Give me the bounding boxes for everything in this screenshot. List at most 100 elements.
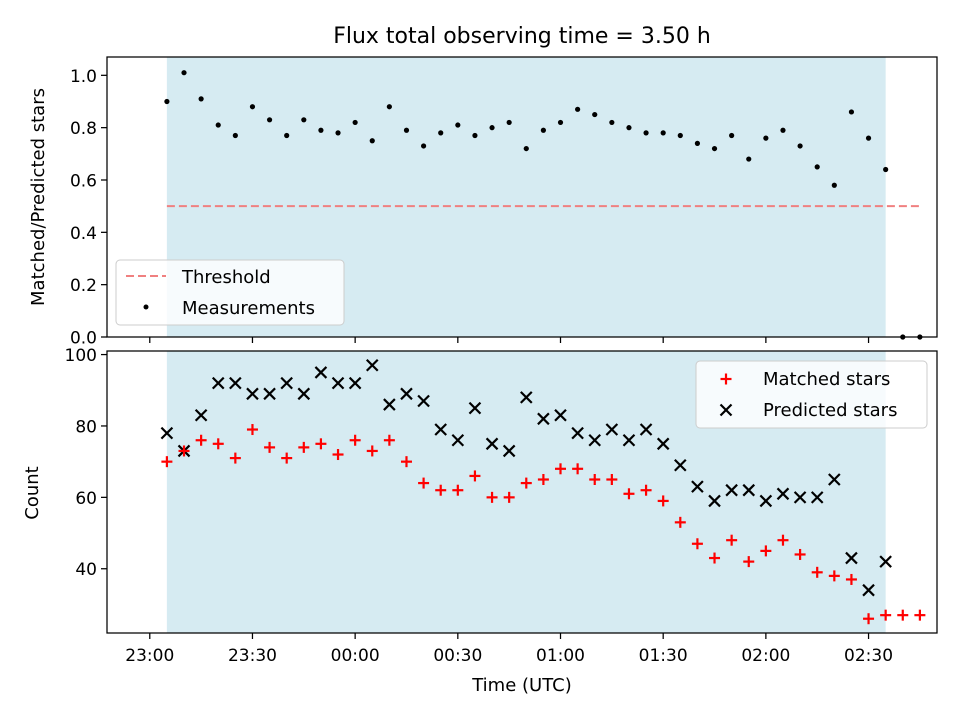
x-tick-label: 01:00	[536, 646, 585, 666]
predicted-star-point	[605, 423, 619, 436]
measurement-point	[643, 130, 649, 136]
measurement-point	[181, 70, 187, 76]
measurement-point	[831, 182, 837, 188]
predicted-star-point	[622, 433, 636, 447]
matched-star-point	[897, 609, 909, 621]
matched-star-point	[229, 452, 241, 464]
matched-star-point	[366, 445, 378, 457]
measurement-point	[677, 132, 683, 139]
predicted-star-point	[365, 359, 379, 372]
predicted-star-point	[674, 458, 687, 472]
predicted-star-point	[485, 437, 499, 451]
top-y-tick-label: 0.2	[70, 276, 97, 296]
bottom-y-axis-label: Count	[22, 466, 43, 519]
legend-measurements-label: Measurements	[182, 298, 315, 319]
matched-star-point	[452, 484, 464, 496]
top-y-axis: 0.0 0.2 0.4 0.6 0.8 1.0	[70, 67, 107, 349]
predicted-star-point	[417, 394, 430, 408]
measurement-point	[386, 104, 392, 110]
matched-star-point	[520, 477, 532, 489]
predicted-star-point	[862, 583, 875, 597]
predicted-star-point	[708, 494, 721, 508]
figure-title: Flux total observing time = 3.50 h	[333, 24, 711, 49]
measurement-point	[284, 132, 290, 139]
measurement-point	[540, 127, 546, 133]
matched-star-point	[503, 491, 515, 503]
bottom-legend: Matched stars Predicted stars	[695, 360, 928, 429]
measurement-point	[472, 132, 478, 139]
matched-star-point	[880, 609, 892, 621]
measurement-point	[198, 96, 204, 102]
predicted-star-point	[828, 473, 841, 486]
matched-star-point	[709, 552, 721, 564]
bottom-y-tick-label: 60	[75, 489, 97, 509]
predicted-star-point	[348, 376, 362, 390]
predicted-star-point	[246, 387, 259, 401]
measurement-point	[694, 140, 701, 146]
predicted-star-point	[263, 387, 276, 401]
bottom-y-tick-label: 80	[75, 417, 97, 437]
measurement-point	[318, 127, 324, 133]
predicted-star-point	[314, 366, 328, 379]
predicted-star-point	[879, 555, 892, 568]
matched-star-point	[845, 573, 857, 585]
bottom-panel: 40 60 80 100 23:00 23:30 00:00 00:30 01:00 01:30…	[22, 346, 938, 696]
matched-star-point	[828, 570, 840, 582]
predicted-star-point	[810, 491, 824, 504]
measurement-point	[164, 98, 170, 105]
matched-star-point	[691, 538, 703, 550]
matched-star-point	[246, 424, 258, 436]
bottom-legend-box	[695, 360, 928, 429]
measurement-point	[848, 109, 855, 115]
predicted-star-point	[383, 398, 396, 411]
matched-star-point	[572, 463, 584, 475]
top-legend-box	[115, 259, 345, 326]
bottom-y-axis: 40 60 80 100	[65, 346, 107, 580]
predicted-stars-series	[160, 359, 892, 597]
legend-predicted-swatch	[719, 403, 733, 417]
predicted-star-point	[845, 551, 858, 565]
predicted-star-point	[434, 423, 447, 436]
matched-star-point	[555, 463, 567, 475]
bottom-plot-frame	[106, 350, 938, 634]
measurement-point	[489, 125, 495, 131]
measurement-point	[369, 138, 375, 144]
top-legend: Threshold Measurements	[115, 259, 345, 326]
measurement-point	[865, 135, 872, 141]
x-tick-label: 23:30	[228, 646, 277, 666]
measurement-point	[883, 166, 889, 173]
measurement-point	[506, 119, 512, 126]
measurement-point	[814, 164, 820, 170]
measurement-point	[711, 145, 718, 152]
predicted-star-point	[537, 412, 550, 426]
predicted-star-point	[571, 426, 584, 440]
matched-star-point	[674, 516, 686, 528]
x-tick-label: 00:00	[331, 646, 380, 666]
measurement-point	[797, 143, 803, 149]
measurement-point	[301, 117, 307, 123]
measurement-point	[609, 119, 615, 126]
matched-star-point	[264, 441, 276, 453]
top-y-tick-label: 0.8	[70, 119, 97, 139]
measurement-point	[592, 111, 598, 118]
predicted-star-point	[468, 401, 482, 415]
measurement-point	[335, 130, 341, 136]
matched-star-point	[743, 556, 755, 568]
top-y-tick-label: 1.0	[70, 67, 97, 87]
matched-star-point	[383, 434, 395, 446]
matched-star-point	[161, 456, 173, 468]
matched-star-point	[486, 491, 498, 503]
predicted-star-point	[656, 437, 670, 451]
matched-star-point	[212, 438, 224, 450]
x-tick-label: 23:00	[125, 646, 174, 666]
matched-star-point	[811, 566, 823, 578]
x-tick-label: 02:30	[844, 646, 893, 666]
measurement-point	[403, 127, 410, 133]
top-y-axis-label: Matched/Predicted stars	[28, 88, 49, 306]
matched-star-point	[349, 434, 361, 446]
matched-star-point	[640, 484, 652, 496]
measurement-point	[232, 132, 238, 139]
measurement-point	[746, 156, 752, 162]
matched-star-point	[315, 438, 327, 450]
